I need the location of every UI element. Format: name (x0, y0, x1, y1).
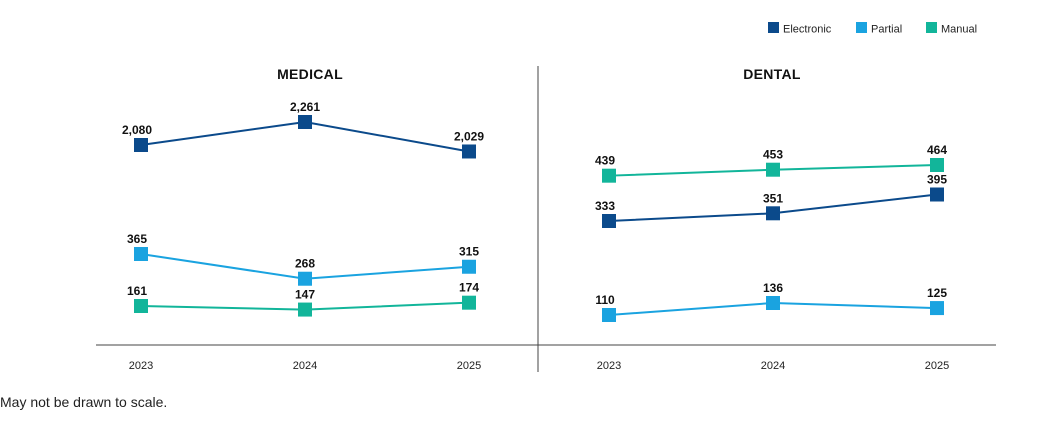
panel-medical: MEDICAL 2023 2024 2025 2,080 2,261 2,029 365 268… (122, 66, 484, 372)
data-label-dental-manual-2024: 453 (763, 148, 783, 162)
data-point-dental-manual-2023 (602, 168, 616, 183)
data-point-medical-partial-2023 (134, 247, 148, 261)
data-label-medical-partial-2023: 365 (127, 232, 147, 246)
series-medical-partial: 365 268 315 (127, 232, 479, 286)
data-label-dental-electronic-2024: 351 (763, 191, 783, 205)
series-dental-partial: 110 136 125 (595, 281, 947, 322)
legend-label-manual: Manual (941, 24, 977, 36)
data-point-medical-electronic-2023 (134, 138, 148, 152)
panel-title-medical: MEDICAL (277, 66, 343, 82)
legend-swatch-electronic (768, 22, 779, 33)
data-label-medical-electronic-2025: 2,029 (454, 129, 484, 143)
data-point-dental-manual-2024 (766, 162, 780, 177)
x-tick-dental-2023: 2023 (597, 360, 621, 372)
data-point-dental-partial-2024 (766, 296, 780, 310)
data-label-dental-electronic-2025: 395 (927, 172, 947, 186)
legend-swatch-manual (926, 22, 937, 33)
data-label-medical-manual-2024: 147 (295, 288, 315, 302)
legend-label-electronic: Electronic (783, 24, 832, 36)
x-tick-medical-2023: 2023 (129, 360, 153, 372)
data-point-dental-electronic-2023 (602, 214, 616, 228)
data-point-dental-electronic-2024 (766, 206, 780, 221)
data-point-medical-electronic-2024 (298, 115, 312, 129)
data-label-medical-electronic-2024: 2,261 (290, 100, 320, 114)
x-tick-dental-2025: 2025 (925, 360, 949, 372)
data-point-medical-partial-2025 (462, 259, 476, 274)
legend-label-partial: Partial (871, 24, 902, 36)
data-point-dental-manual-2025 (930, 158, 944, 172)
series-medical-electronic: 2,080 2,261 2,029 (122, 100, 484, 159)
data-point-medical-manual-2025 (462, 295, 476, 310)
data-label-dental-electronic-2023: 333 (595, 199, 615, 213)
data-label-medical-manual-2023: 161 (127, 284, 147, 298)
data-point-medical-partial-2024 (298, 271, 312, 286)
data-point-medical-electronic-2025 (462, 144, 476, 159)
series-dental-manual: 439 453 464 (595, 143, 947, 183)
series-medical-manual: 161 147 174 (127, 281, 479, 317)
data-label-dental-manual-2023: 439 (595, 154, 615, 168)
data-point-dental-partial-2025 (930, 301, 944, 316)
x-tick-dental-2024: 2024 (761, 360, 785, 372)
chart-panels: MEDICAL 2023 2024 2025 2,080 2,261 2,029 365 268… (122, 66, 949, 372)
legend-swatch-partial (856, 22, 867, 33)
legend: Electronic Partial Manual (768, 22, 977, 36)
data-label-medical-partial-2024: 268 (295, 257, 315, 271)
data-label-medical-manual-2025: 174 (459, 281, 479, 295)
data-label-dental-partial-2023: 110 (595, 293, 615, 307)
data-label-medical-partial-2025: 315 (459, 245, 479, 259)
data-label-dental-manual-2025: 464 (927, 143, 947, 157)
series-dental-electronic: 333 351 395 (595, 172, 947, 228)
data-point-medical-manual-2023 (134, 299, 148, 313)
panel-title-dental: DENTAL (743, 66, 801, 82)
data-label-dental-partial-2025: 125 (927, 286, 947, 300)
data-point-medical-manual-2024 (298, 302, 312, 317)
x-tick-medical-2025: 2025 (457, 360, 481, 372)
data-label-dental-partial-2024: 136 (763, 281, 783, 295)
data-point-dental-electronic-2025 (930, 187, 944, 202)
data-label-medical-electronic-2023: 2,080 (122, 123, 152, 137)
chart-svg: Electronic Partial Manual MEDICAL 2023 2024 2… (96, 22, 996, 372)
footnote: May not be drawn to scale. (0, 394, 168, 410)
data-point-dental-partial-2023 (602, 308, 616, 322)
x-tick-medical-2024: 2024 (293, 360, 317, 372)
